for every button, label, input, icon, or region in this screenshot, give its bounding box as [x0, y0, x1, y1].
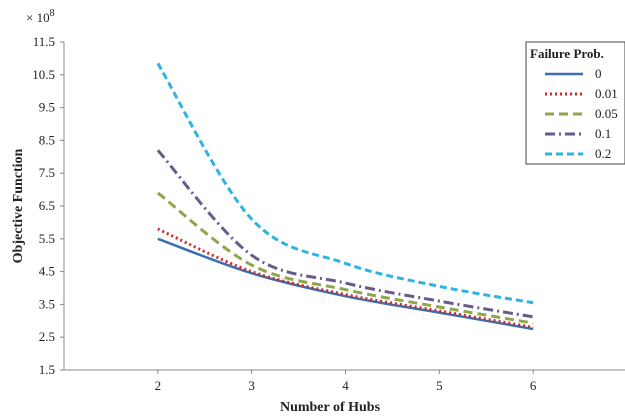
y-tick-label: 8.5	[39, 132, 55, 147]
series-line-0-2	[156, 62, 534, 305]
legend-label: 0	[595, 66, 602, 81]
y-axis-title: Objective Function	[11, 148, 26, 263]
x-tick-label: 4	[342, 378, 349, 393]
y-tick-label: 7.5	[39, 165, 55, 180]
y-tick-label: 9.5	[39, 100, 55, 115]
y-tick-label: 2.5	[39, 329, 55, 344]
x-tick-label: 3	[248, 378, 255, 393]
x-axis-title: Number of Hubs	[280, 400, 381, 415]
y-multiplier: × 108	[26, 8, 55, 25]
series-line-0	[157, 237, 534, 331]
y-tick-label: 4.5	[39, 264, 55, 279]
legend-label: 0.2	[595, 146, 611, 161]
legend-box	[525, 41, 625, 165]
series-line-0-05	[156, 191, 534, 325]
legend-label: 0.1	[595, 126, 611, 141]
y-tick-label: 3.5	[39, 296, 55, 311]
series-line-0-1	[156, 149, 534, 319]
x-tick-label: 6	[530, 378, 537, 393]
y-tick-label: 6.5	[39, 198, 55, 213]
y-tick-label: 1.5	[39, 362, 55, 377]
series-line-0-01	[157, 227, 534, 329]
legend: Failure Prob. 0 0.01 0.05 0.1 0.2	[525, 41, 625, 165]
legend-title: Failure Prob.	[530, 46, 604, 61]
legend-label: 0.05	[595, 106, 618, 121]
y-tick-label: 10.5	[32, 67, 55, 82]
x-tick-label: 5	[436, 378, 443, 393]
y-tick-label: 11.5	[33, 34, 55, 49]
legend-label: 0.01	[595, 86, 618, 101]
x-tick-label: 2	[155, 378, 162, 393]
y-tick-label: 5.5	[39, 231, 55, 246]
